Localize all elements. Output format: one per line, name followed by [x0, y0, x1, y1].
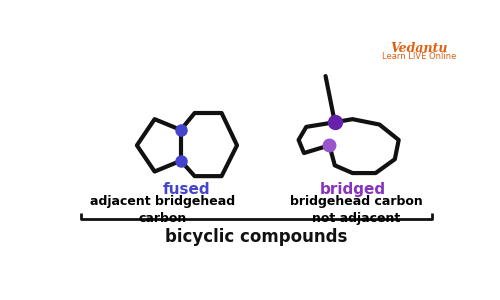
Text: bicyclic compounds: bicyclic compounds — [165, 229, 348, 247]
Text: Learn LIVE Online: Learn LIVE Online — [382, 52, 456, 61]
Text: Vedantu: Vedantu — [390, 42, 448, 55]
Text: bridgehead carbon
not adjacent: bridgehead carbon not adjacent — [290, 195, 422, 225]
Text: bridged: bridged — [320, 182, 386, 197]
Text: adjacent bridgehead
carbon: adjacent bridgehead carbon — [90, 195, 235, 225]
Text: fused: fused — [163, 182, 211, 197]
